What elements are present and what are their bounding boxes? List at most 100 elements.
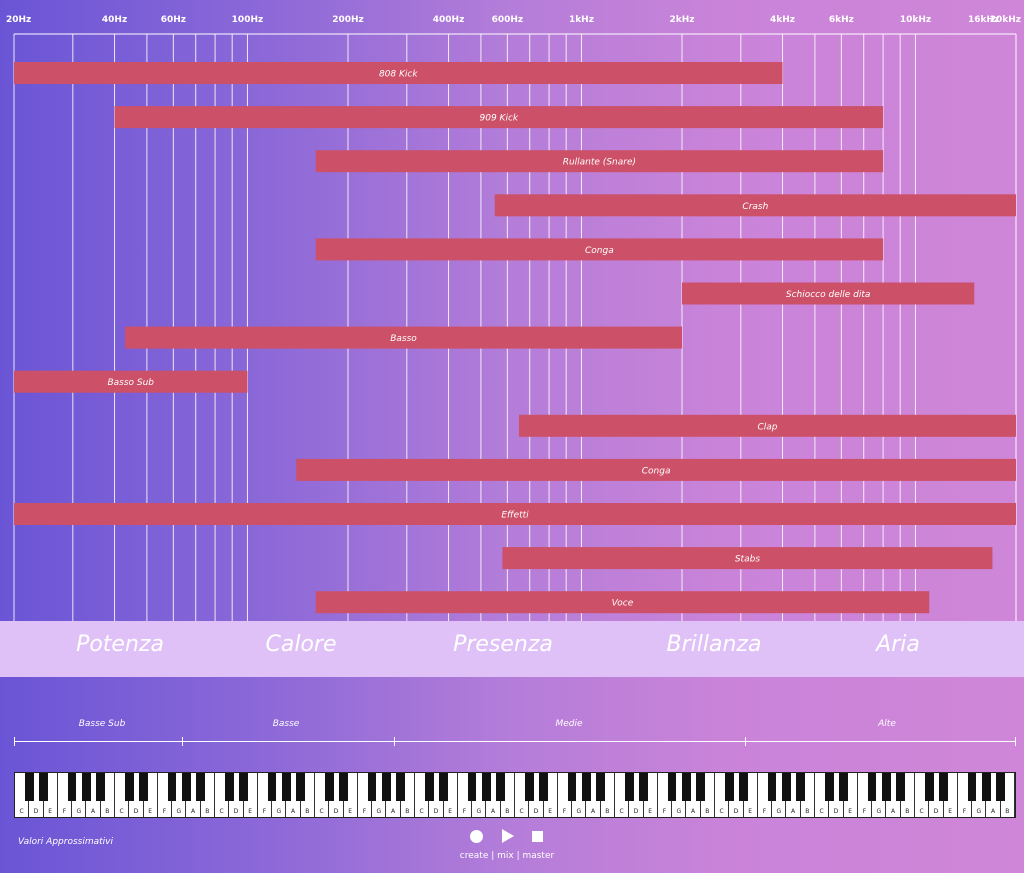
x-tick-label: 20Hz <box>6 15 31 25</box>
piano-white-key: B <box>301 773 315 817</box>
piano-white-key: E <box>644 773 658 817</box>
range-label-sub-bass: Basse Sub <box>78 719 126 729</box>
key-note-label: C <box>719 808 724 815</box>
key-note-label: D <box>833 808 839 815</box>
x-tick-label: 100Hz <box>232 15 264 25</box>
piano-black-key <box>282 773 291 801</box>
key-note-label: A <box>891 808 896 815</box>
bar-label: Basso Sub <box>107 378 154 388</box>
band-label-aria: Aria <box>876 632 920 657</box>
key-note-label: A <box>991 808 996 815</box>
key-note-label: D <box>633 808 639 815</box>
piano-black-key <box>425 773 434 801</box>
bar <box>502 547 993 570</box>
piano-black-key <box>539 773 548 801</box>
key-note-label: G <box>776 808 782 815</box>
piano-black-key <box>96 773 105 801</box>
bar-label: Conga <box>642 466 671 476</box>
key-note-label: D <box>133 808 139 815</box>
key-note-label: D <box>933 808 939 815</box>
brand-text: create | mix | master <box>459 851 555 861</box>
piano-black-key <box>782 773 791 801</box>
key-note-label: B <box>205 808 210 815</box>
key-note-label: C <box>319 808 324 815</box>
key-note-label: B <box>605 808 610 815</box>
piano-black-key <box>139 773 148 801</box>
piano-black-key <box>467 773 477 801</box>
piano-black-key <box>167 773 177 801</box>
key-note-label: E <box>348 808 353 815</box>
key-note-label: D <box>533 808 539 815</box>
range-tick <box>182 737 183 746</box>
key-note-label: A <box>391 808 396 815</box>
key-note-label: F <box>162 808 167 815</box>
piano-black-key <box>896 773 905 801</box>
piano-white-key: E <box>744 773 758 817</box>
bar <box>14 503 1016 525</box>
piano-white-key: E <box>444 773 458 817</box>
piano-black-key <box>525 773 534 801</box>
piano-white-key: E <box>844 773 858 817</box>
bar <box>296 458 1016 481</box>
piano-black-key <box>925 773 934 801</box>
x-tick-label: 1kHz <box>569 15 594 25</box>
piano-black-key <box>796 773 805 801</box>
band-label-brillanza: Brillanza <box>666 632 762 657</box>
piano-black-key <box>582 773 591 801</box>
bar-label: Conga <box>585 246 614 256</box>
bar-label: Schiocco delle dita <box>786 290 871 300</box>
piano-black-key <box>867 773 877 801</box>
key-note-label: C <box>19 808 24 815</box>
piano-black-key <box>225 773 234 801</box>
key-note-label: A <box>91 808 96 815</box>
key-note-label: B <box>705 808 710 815</box>
piano-black-key <box>839 773 848 801</box>
bar <box>315 150 884 173</box>
key-note-label: B <box>105 808 110 815</box>
range-tick <box>14 737 15 746</box>
piano-black-key <box>725 773 734 801</box>
key-note-label: E <box>48 808 53 815</box>
bar-label: Stabs <box>735 555 760 565</box>
piano-white-key: E <box>544 773 558 817</box>
piano-black-key <box>939 773 948 801</box>
key-note-label: F <box>862 808 867 815</box>
key-note-label: A <box>291 808 296 815</box>
piano-black-key <box>767 773 777 801</box>
key-note-label: E <box>548 808 553 815</box>
key-note-label: C <box>519 808 524 815</box>
piano-white-key: E <box>944 773 958 817</box>
key-note-label: G <box>176 808 182 815</box>
bar <box>315 238 884 261</box>
piano-black-key <box>882 773 891 801</box>
bar-label: Crash <box>742 202 768 212</box>
band-label-presenza: Presenza <box>453 632 553 657</box>
key-note-label: F <box>362 808 367 815</box>
x-tick-label: 6kHz <box>829 15 854 25</box>
key-note-label: B <box>1005 808 1010 815</box>
key-note-label: E <box>248 808 253 815</box>
piano-white-key: B <box>601 773 615 817</box>
key-note-label: C <box>119 808 124 815</box>
piano-black-key <box>239 773 248 801</box>
piano-black-key <box>682 773 691 801</box>
record-icon <box>470 830 483 843</box>
key-note-label: F <box>562 808 567 815</box>
piano-white-key: B <box>801 773 815 817</box>
range-label-mids: Medie <box>555 719 583 729</box>
piano-black-key <box>196 773 205 801</box>
key-note-label: D <box>433 808 439 815</box>
piano-white-key: B <box>401 773 415 817</box>
play-icon <box>502 829 514 843</box>
bar-label: 909 Kick <box>480 114 519 124</box>
bar <box>315 591 930 614</box>
x-tick-label: 16kHz <box>968 15 999 25</box>
range-label-highs: Alte <box>878 719 896 729</box>
key-note-label: G <box>376 808 382 815</box>
key-note-label: F <box>762 808 767 815</box>
key-note-label: B <box>405 808 410 815</box>
piano-black-key <box>596 773 605 801</box>
key-note-label: G <box>76 808 82 815</box>
bar <box>14 370 248 393</box>
